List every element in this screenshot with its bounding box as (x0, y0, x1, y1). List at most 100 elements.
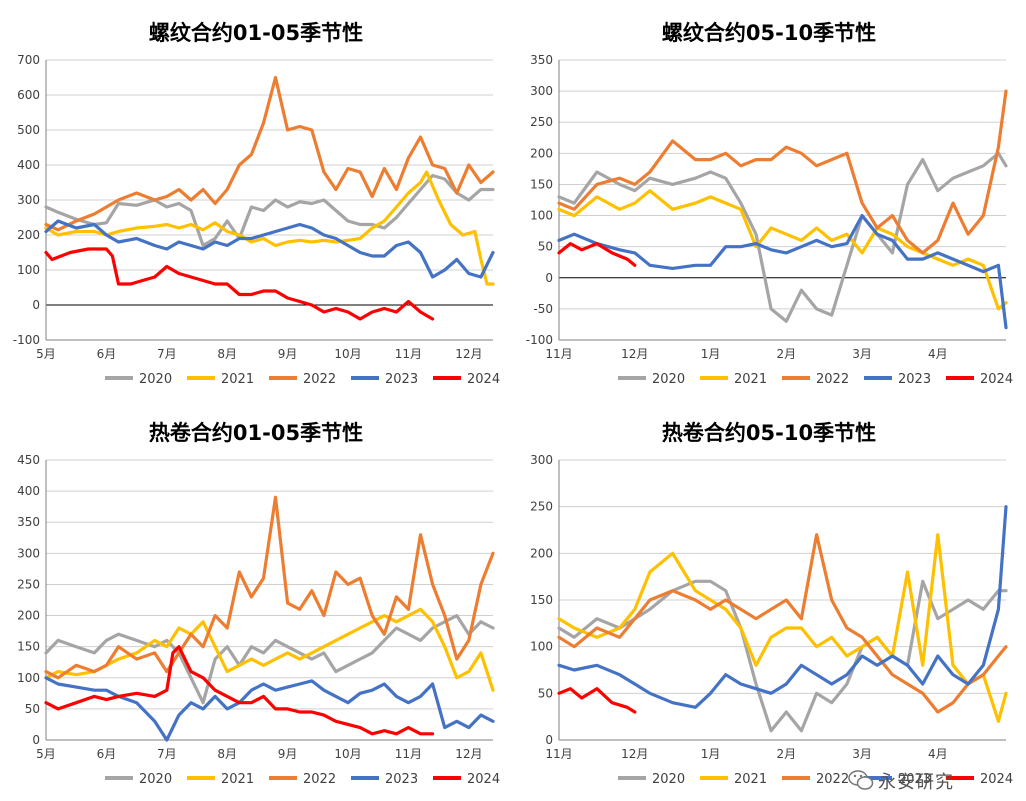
chart2-ytick-1: -50 (533, 302, 553, 316)
chart3-legend-label-2022: 2022 (303, 772, 336, 787)
chart4-series-2022 (557, 533, 1008, 714)
chart2-legend-label-2021: 2021 (734, 372, 767, 387)
chart1-ytick-2: 100 (17, 263, 40, 277)
chart3-ytick-2: 100 (17, 671, 40, 685)
chart3-xtick-7: 12月 (455, 747, 482, 761)
chart1-ytick-0: -100 (13, 333, 40, 347)
chart1-legend-label-2021: 2021 (221, 372, 254, 387)
chart2-series-2022 (557, 89, 1008, 255)
chart1-ytick-8: 700 (17, 53, 40, 67)
chart4-legend-label-2022: 2022 (816, 772, 849, 787)
chart1-xtick-4: 9月 (278, 347, 298, 361)
chart1-ytick-6: 500 (17, 123, 40, 137)
chart3-ytick-4: 200 (17, 609, 40, 623)
chart-panel-3: 热卷合约01-05季节性 0 50 100 150 200 250 300 350 400 450 5… (0, 400, 513, 800)
chart1-legend-label-2024: 2024 (467, 372, 500, 387)
chart2-legend-label-2020: 2020 (652, 372, 685, 387)
chart2-ytick-6: 200 (530, 146, 553, 160)
chart2-title: 螺纹合约05-10季节性 (662, 21, 876, 45)
chart4-ytick-0: 0 (545, 733, 553, 747)
chart4-legend-label-2023: 2023 (898, 772, 931, 787)
chart4-ytick-2: 100 (530, 640, 553, 654)
chart2-legend-label-2022: 2022 (816, 372, 849, 387)
chart4-legend-label-2020: 2020 (652, 772, 685, 787)
chart3-ytick-9: 450 (17, 453, 40, 467)
chart3-xtick-4: 9月 (278, 747, 298, 761)
chart2-legend-label-2023: 2023 (898, 372, 931, 387)
chart3-ytick-0: 0 (32, 733, 40, 747)
chart4-xtick-0: 11月 (545, 747, 572, 761)
chart-hrc-05-10: 热卷合约05-10季节性 0 50 100 150 200 250 300 11月 12月 1月 2月… (530, 421, 1013, 787)
chart3-legend-label-2024: 2024 (467, 772, 500, 787)
chart1-xtick-6: 11月 (395, 347, 422, 361)
chart4-xtick-2: 1月 (701, 747, 721, 761)
chart3-legend-label-2020: 2020 (139, 772, 172, 787)
chart-rebar-01-05: 螺纹合约01-05季节性 -100 0 100 200 300 400 500 600 700 5月… (13, 21, 500, 387)
chart1-legend-label-2022: 2022 (303, 372, 336, 387)
chart3-xtick-0: 5月 (36, 747, 56, 761)
chart-panel-4: 热卷合约05-10季节性 0 50 100 150 200 250 300 11月 12月 1月 2月… (513, 400, 1026, 800)
chart4-title: 热卷合约05-10季节性 (662, 421, 876, 445)
chart4-ytick-5: 250 (530, 500, 553, 514)
chart3-ytick-7: 350 (17, 515, 40, 529)
chart4-xtick-5: 4月 (928, 747, 948, 761)
chart3-series-2021 (44, 607, 495, 692)
chart3-ytick-8: 400 (17, 484, 40, 498)
chart3-series-2022 (44, 495, 495, 680)
chart3-series-2020 (44, 614, 495, 705)
chart4-ytick-4: 200 (530, 546, 553, 560)
chart3-series-2023 (44, 676, 495, 742)
chart4-ytick-6: 300 (530, 453, 553, 467)
chart1-ytick-4: 300 (17, 193, 40, 207)
chart2-xtick-2: 1月 (701, 347, 721, 361)
chart1-xtick-1: 6月 (97, 347, 117, 361)
chart2-series-2020 (557, 151, 1008, 323)
chart3-series-2024 (44, 645, 435, 736)
chart3-ytick-5: 250 (17, 577, 40, 591)
chart4-xtick-4: 3月 (852, 747, 872, 761)
chart1-xtick-0: 5月 (36, 347, 56, 361)
chart2-ytick-8: 300 (530, 84, 553, 98)
chart4-series-2021 (557, 533, 1008, 723)
chart2-ytick-5: 150 (530, 177, 553, 191)
chart3-legend-label-2021: 2021 (221, 772, 254, 787)
chart3-xtick-6: 11月 (395, 747, 422, 761)
chart1-xtick-7: 12月 (455, 347, 482, 361)
chart-panel-2: 螺纹合约05-10季节性 -100 -50 0 50 100 150 200 250 300 350… (513, 0, 1026, 400)
chart2-xtick-4: 3月 (852, 347, 872, 361)
chart3-xtick-3: 8月 (217, 747, 237, 761)
chart3-legend-label-2023: 2023 (385, 772, 418, 787)
chart1-series-2020 (44, 173, 495, 248)
chart3-ytick-6: 300 (17, 546, 40, 560)
chart1-xtick-2: 7月 (157, 347, 177, 361)
chart1-legend-label-2023: 2023 (385, 372, 418, 387)
chart2-xtick-5: 4月 (928, 347, 948, 361)
chart1-ytick-1: 0 (32, 298, 40, 312)
chart2-xtick-3: 2月 (776, 347, 796, 361)
chart1-ytick-5: 400 (17, 158, 40, 172)
chart2-ytick-4: 100 (530, 209, 553, 223)
chart4-ytick-1: 50 (538, 686, 553, 700)
chart1-xtick-3: 8月 (217, 347, 237, 361)
chart2-xtick-1: 12月 (621, 347, 648, 361)
chart2-ytick-7: 250 (530, 115, 553, 129)
chart2-ytick-2: 0 (545, 271, 553, 285)
chart3-title: 热卷合约01-05季节性 (149, 421, 363, 445)
chart2-xtick-0: 11月 (545, 347, 572, 361)
chart3-xtick-5: 10月 (334, 747, 361, 761)
chart-hrc-01-05: 热卷合约01-05季节性 0 50 100 150 200 250 300 350 400 450 5… (17, 421, 500, 787)
chart4-series-2020 (557, 579, 1008, 733)
chart4-ytick-3: 150 (530, 593, 553, 607)
chart2-series-2021 (557, 189, 1008, 311)
watermark-text: 永安研究 (878, 772, 954, 793)
chart1-title: 螺纹合约01-05季节性 (149, 21, 363, 45)
chart2-ytick-0: -100 (526, 333, 553, 347)
chart2-legend-label-2024: 2024 (980, 372, 1013, 387)
chart1-xtick-5: 10月 (334, 347, 361, 361)
watermark: 永安研究 (848, 766, 1008, 796)
chart2-ytick-9: 350 (530, 53, 553, 67)
chart4-series-2024 (557, 687, 637, 714)
chart1-series-2022 (44, 75, 495, 232)
chart4-xtick-1: 12月 (621, 747, 648, 761)
chart1-ytick-7: 600 (17, 88, 40, 102)
